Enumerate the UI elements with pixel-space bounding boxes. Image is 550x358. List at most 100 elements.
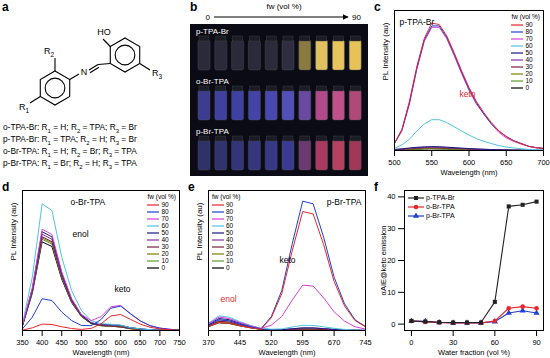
html-text:fw (vol %): fw (vol %) <box>147 193 176 200</box>
html-text:60: 60 <box>525 42 533 49</box>
svg-text:0: 0 <box>206 13 211 22</box>
svg-text:20: 20 <box>387 256 395 265</box>
svg-text:90: 90 <box>352 13 361 22</box>
svg-text:p-Br-TPA: p-Br-TPA <box>327 197 362 207</box>
svg-text:30: 30 <box>449 338 457 347</box>
html-text:30: 30 <box>161 243 169 250</box>
svg-text:370: 370 <box>202 338 215 347</box>
svg-text:R3: R3 <box>152 68 163 80</box>
html-text:20: 20 <box>226 250 234 257</box>
html-text:d: d <box>2 180 10 194</box>
svg-text:350: 350 <box>16 338 29 347</box>
svg-text:Wavelength (nm): Wavelength (nm) <box>73 348 130 357</box>
html-text:e: e <box>188 180 195 194</box>
svg-text:750: 750 <box>173 338 186 347</box>
svg-text:450: 450 <box>55 338 68 347</box>
svg-text:60: 60 <box>491 338 499 347</box>
svg-text:p-TPA-Br: p-TPA-Br <box>400 17 435 27</box>
html-text:10: 10 <box>161 257 169 264</box>
svg-text:αAIE@keto emission: αAIE@keto emission <box>379 226 388 296</box>
html-text:70: 70 <box>226 215 234 222</box>
svg-text:p-TPA-Br: R1 = TPA; R2 = H; R3: p-TPA-Br: R1 = TPA; R2 = H; R3 = Br <box>3 134 137 146</box>
svg-text:Wavelength (nm): Wavelength (nm) <box>441 168 498 177</box>
svg-text:fw (vol %): fw (vol %) <box>266 2 301 11</box>
svg-text:445: 445 <box>234 338 247 347</box>
svg-text:700: 700 <box>154 338 167 347</box>
svg-text:595: 595 <box>296 338 309 347</box>
svg-text:PL Intensity (au): PL Intensity (au) <box>195 202 204 260</box>
svg-text:700: 700 <box>537 158 550 167</box>
svg-text:0: 0 <box>409 338 413 347</box>
svg-text:enol: enol <box>73 229 89 239</box>
html-text:c: c <box>374 0 381 14</box>
svg-text:90: 90 <box>532 338 540 347</box>
svg-text:745: 745 <box>359 338 372 347</box>
html-text:80: 80 <box>226 208 234 215</box>
html-text:b: b <box>190 0 198 14</box>
svg-text:p-Br-TPA: R1 = Br; R2 = H; R3: p-Br-TPA: R1 = Br; R2 = H; R3 = TPA <box>3 158 137 170</box>
html-text:40: 40 <box>525 56 533 63</box>
html-text:10: 10 <box>226 257 234 264</box>
html-text:a: a <box>2 0 9 14</box>
html-text:40: 40 <box>161 236 169 243</box>
svg-text:Wavelength (nm): Wavelength (nm) <box>259 348 316 357</box>
html-text:0: 0 <box>525 84 530 91</box>
svg-text:N: N <box>81 67 88 77</box>
html-text:50: 50 <box>226 229 234 236</box>
svg-text:0: 0 <box>391 320 395 329</box>
html-text:o-Br-TPA: o-Br-TPA <box>426 203 455 210</box>
svg-text:40: 40 <box>387 192 395 201</box>
html-text:90: 90 <box>525 21 533 28</box>
svg-text:670: 670 <box>328 338 341 347</box>
svg-text:keto: keto <box>115 284 131 294</box>
svg-text:600: 600 <box>114 338 127 347</box>
svg-text:enol: enol <box>221 294 237 304</box>
svg-text:650: 650 <box>134 338 147 347</box>
svg-text:p-Br-TPA: p-Br-TPA <box>196 127 229 136</box>
svg-text:o-Br-TPA: o-Br-TPA <box>71 197 106 207</box>
svg-text:500: 500 <box>75 338 88 347</box>
svg-text:650: 650 <box>500 158 513 167</box>
svg-text:400: 400 <box>36 338 49 347</box>
svg-text:o-Br-TPA: R1 = H; R2 = Br; R3: o-Br-TPA: R1 = H; R2 = Br; R3 = TPA <box>3 146 137 158</box>
html-text:80: 80 <box>161 208 169 215</box>
svg-text:o-TPA-Br: R1 = H; R2 = TPA; R3: o-TPA-Br: R1 = H; R2 = TPA; R3 = Br <box>3 122 137 134</box>
svg-text:HO: HO <box>97 27 111 37</box>
html-text:20: 20 <box>525 70 533 77</box>
svg-text:PL Intensity (au): PL Intensity (au) <box>9 202 18 260</box>
html-text:70: 70 <box>525 35 533 42</box>
html-text:10: 10 <box>525 77 533 84</box>
svg-text:p-TPA-Br: p-TPA-Br <box>196 27 229 36</box>
html-text:30: 30 <box>525 63 533 70</box>
html-text:fw (vol %): fw (vol %) <box>511 13 540 20</box>
svg-text:o-Br-TPA: o-Br-TPA <box>196 77 229 86</box>
html-text:50: 50 <box>161 229 169 236</box>
html-text:p-TPA-Br: p-TPA-Br <box>426 194 455 201</box>
html-text:50: 50 <box>525 49 533 56</box>
svg-text:500: 500 <box>388 158 401 167</box>
svg-text:550: 550 <box>95 338 108 347</box>
svg-text:Water fraction (vol %): Water fraction (vol %) <box>438 348 510 357</box>
svg-text:10: 10 <box>387 288 395 297</box>
html-text:40: 40 <box>226 236 234 243</box>
svg-text:PL Intensity (au): PL Intensity (au) <box>381 22 390 80</box>
html-text:90: 90 <box>226 201 234 208</box>
svg-text:600: 600 <box>463 158 476 167</box>
svg-text:R1: R1 <box>19 102 30 114</box>
svg-text:R2: R2 <box>44 46 55 58</box>
html-text:fw (vol %): fw (vol %) <box>212 193 241 200</box>
svg-text:keto: keto <box>280 255 296 265</box>
html-text:60: 60 <box>226 222 234 229</box>
html-text:30: 30 <box>226 243 234 250</box>
html-text:70: 70 <box>161 215 169 222</box>
svg-text:keto: keto <box>460 89 476 99</box>
html-text:90: 90 <box>161 201 169 208</box>
html-text:60: 60 <box>161 222 169 229</box>
html-text:p-Br-TPA: p-Br-TPA <box>426 212 455 219</box>
html-text:80: 80 <box>525 28 533 35</box>
svg-text:30: 30 <box>387 224 395 233</box>
html-text:0: 0 <box>161 264 166 271</box>
html-text:20: 20 <box>161 250 169 257</box>
svg-text:520: 520 <box>265 338 278 347</box>
svg-text:550: 550 <box>425 158 438 167</box>
